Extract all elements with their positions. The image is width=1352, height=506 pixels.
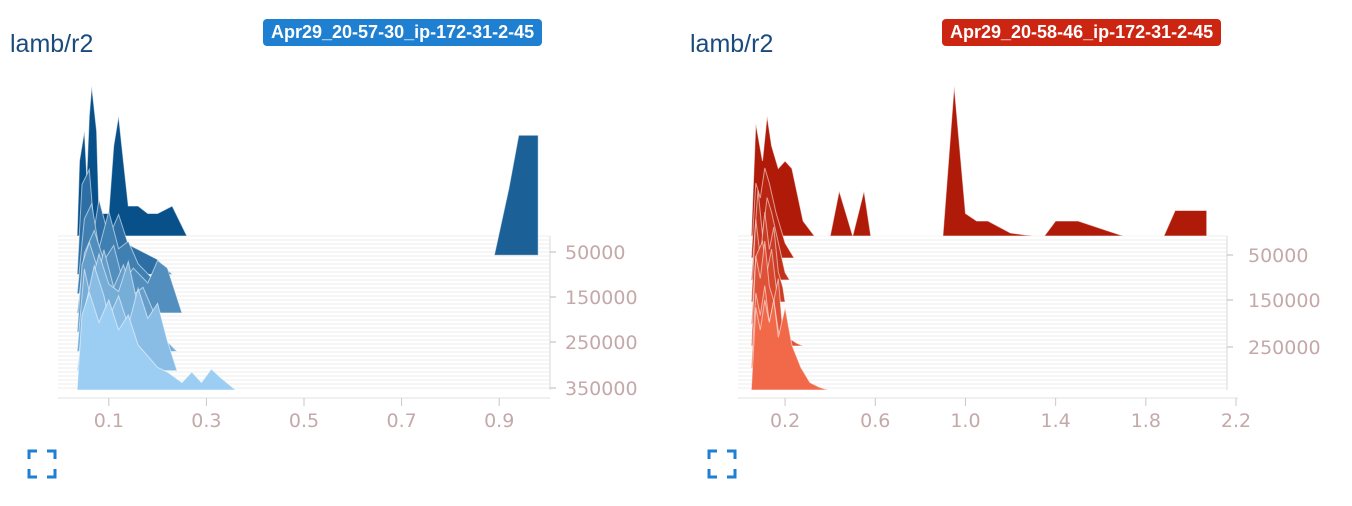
x-tick-label: 0.1	[94, 410, 124, 432]
x-tick-label: 0.7	[386, 410, 416, 432]
step-tick-label: 150000	[1248, 290, 1321, 312]
fullscreen-icon	[27, 449, 57, 479]
histogram-card-right: lamb/r2 Apr29_20-58-46_ip-172-31-2-45 50…	[676, 0, 1352, 506]
histogram-layer	[494, 135, 538, 255]
fullscreen-icon	[707, 449, 737, 479]
x-tick-label: 1.4	[1041, 410, 1071, 432]
x-tick-label: 1.8	[1131, 410, 1161, 432]
step-tick-label: 250000	[1248, 337, 1321, 359]
expand-icon[interactable]	[707, 449, 737, 479]
x-tick-label: 2.2	[1221, 410, 1251, 432]
step-tick-label: 250000	[565, 332, 638, 354]
histogram-card-left: lamb/r2 Apr29_20-57-30_ip-172-31-2-45 50…	[0, 0, 676, 506]
step-tick-label: 50000	[565, 242, 625, 264]
grid-lines	[738, 236, 1227, 388]
x-tick-label: 0.3	[191, 410, 221, 432]
step-tick-label: 150000	[565, 287, 638, 309]
x-tick-label: 0.5	[289, 410, 319, 432]
expand-icon[interactable]	[27, 449, 57, 479]
x-tick-label: 1.0	[950, 410, 980, 432]
x-tick-label: 0.6	[860, 410, 890, 432]
histogram-plot-left: 50000 150000 250000 350000 0.1 0.3 0.5 0.7 0.9	[0, 0, 676, 440]
histogram-plot-right: 50000 150000 250000 0.2 0.6 1.0 1.4 1.8 2.2	[676, 0, 1352, 440]
x-tick-label: 0.9	[484, 410, 514, 432]
x-tick-label: 0.2	[770, 410, 800, 432]
step-tick-label: 50000	[1248, 245, 1308, 267]
histogram-layer	[751, 86, 1206, 236]
step-tick-label: 350000	[565, 378, 638, 400]
